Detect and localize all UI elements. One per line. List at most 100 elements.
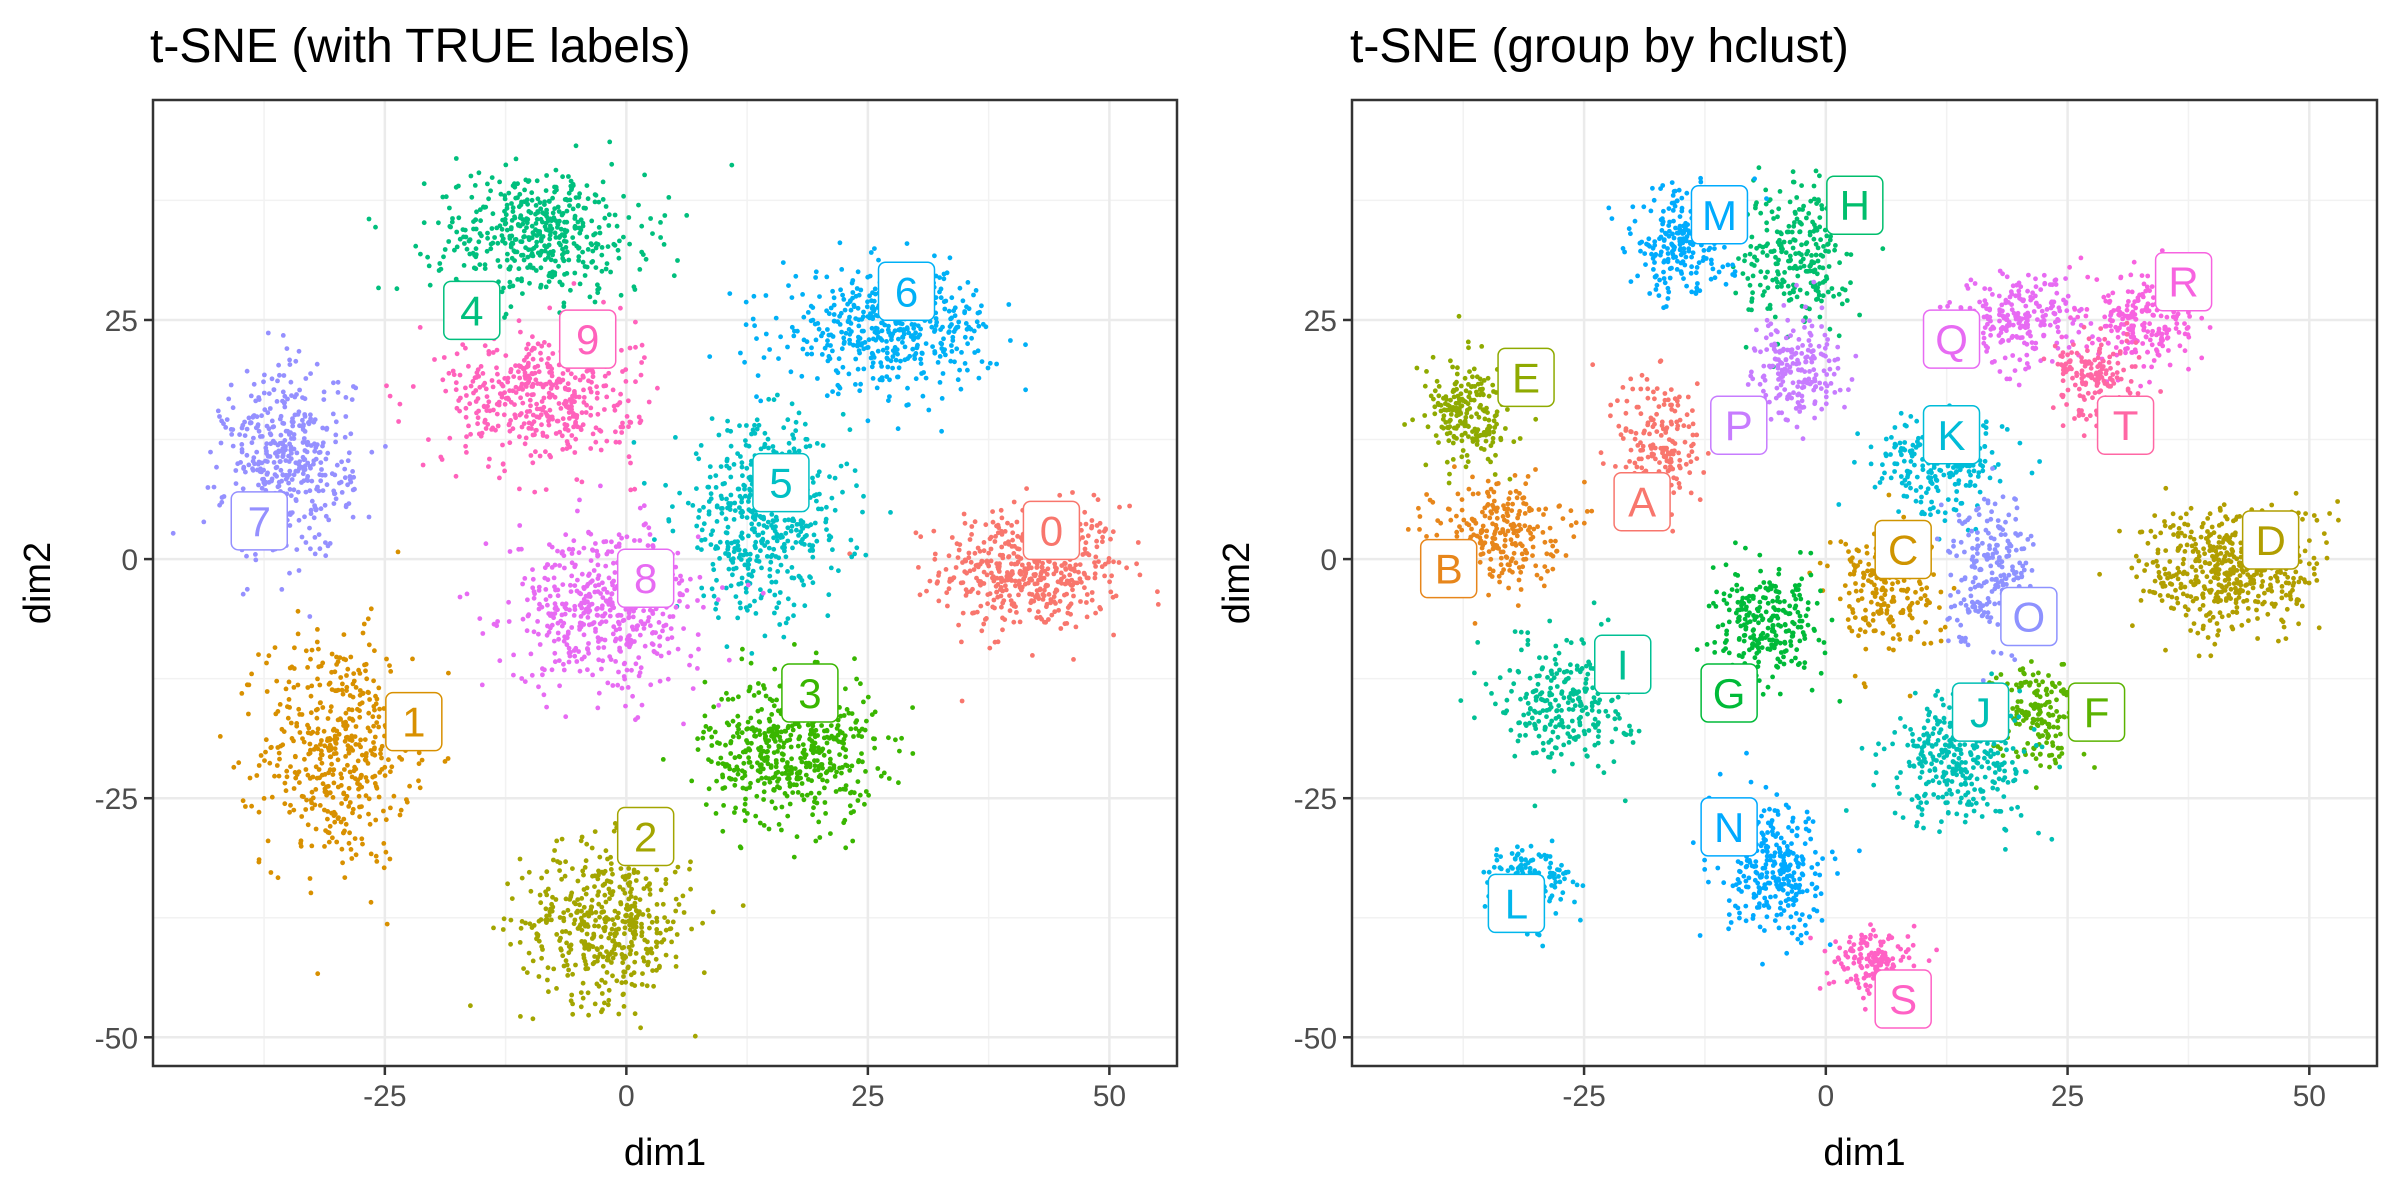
point bbox=[565, 629, 571, 635]
point bbox=[1000, 600, 1006, 606]
point bbox=[215, 408, 221, 414]
point bbox=[374, 696, 380, 702]
point bbox=[1069, 577, 1075, 583]
point bbox=[440, 194, 446, 200]
point bbox=[871, 336, 876, 342]
point bbox=[407, 783, 412, 789]
point bbox=[610, 917, 615, 923]
point bbox=[341, 723, 346, 728]
point bbox=[707, 464, 713, 469]
point bbox=[601, 586, 606, 592]
point bbox=[573, 195, 579, 201]
point bbox=[372, 752, 378, 758]
point bbox=[909, 322, 915, 327]
point bbox=[998, 593, 1004, 599]
point bbox=[1070, 582, 1076, 588]
point bbox=[266, 653, 272, 659]
point bbox=[725, 418, 730, 424]
point bbox=[576, 225, 582, 231]
point bbox=[649, 919, 655, 925]
point bbox=[291, 446, 297, 452]
point bbox=[295, 489, 301, 495]
point bbox=[800, 292, 805, 297]
point bbox=[468, 383, 474, 389]
point bbox=[849, 280, 855, 286]
point bbox=[860, 759, 865, 765]
point bbox=[735, 730, 740, 736]
point bbox=[872, 736, 877, 742]
point bbox=[395, 549, 401, 555]
point bbox=[1023, 342, 1028, 348]
point bbox=[666, 195, 672, 200]
point bbox=[566, 404, 571, 409]
point bbox=[658, 220, 663, 225]
point bbox=[913, 530, 919, 536]
point bbox=[472, 183, 478, 188]
point bbox=[398, 807, 404, 813]
point bbox=[677, 592, 683, 598]
point bbox=[611, 605, 617, 611]
point bbox=[374, 859, 380, 864]
point bbox=[574, 477, 580, 482]
point bbox=[256, 482, 261, 488]
point bbox=[705, 484, 711, 490]
point bbox=[355, 758, 361, 764]
point bbox=[346, 747, 351, 752]
point bbox=[814, 538, 820, 544]
point bbox=[987, 645, 993, 651]
point bbox=[294, 392, 299, 397]
point bbox=[690, 686, 696, 691]
point bbox=[696, 646, 701, 652]
point bbox=[836, 356, 842, 362]
point bbox=[348, 431, 354, 437]
point bbox=[640, 971, 645, 976]
point bbox=[775, 569, 781, 574]
point bbox=[642, 355, 647, 360]
point bbox=[749, 526, 755, 532]
point bbox=[779, 827, 784, 833]
point bbox=[552, 184, 557, 190]
point bbox=[593, 583, 598, 589]
point bbox=[595, 705, 601, 711]
point bbox=[256, 652, 261, 657]
point bbox=[360, 630, 366, 636]
point bbox=[648, 623, 653, 629]
point bbox=[646, 913, 652, 918]
point bbox=[1134, 561, 1139, 567]
point bbox=[570, 1001, 575, 1007]
point bbox=[744, 423, 749, 428]
point bbox=[249, 440, 255, 446]
point bbox=[569, 573, 575, 579]
point bbox=[205, 485, 211, 490]
point bbox=[505, 375, 511, 381]
point bbox=[552, 659, 558, 665]
point bbox=[743, 605, 749, 611]
point bbox=[311, 419, 317, 425]
point bbox=[831, 295, 837, 301]
point bbox=[603, 899, 609, 905]
point bbox=[537, 200, 543, 206]
point bbox=[351, 384, 356, 389]
point bbox=[1055, 579, 1061, 585]
point bbox=[524, 414, 529, 419]
point bbox=[543, 244, 549, 250]
point bbox=[630, 614, 636, 620]
point bbox=[1074, 580, 1080, 586]
point bbox=[269, 794, 275, 800]
point bbox=[673, 908, 679, 914]
point bbox=[800, 346, 806, 352]
point bbox=[365, 725, 371, 731]
point bbox=[308, 731, 314, 736]
point bbox=[827, 760, 833, 766]
point bbox=[516, 369, 521, 375]
point bbox=[302, 414, 308, 419]
point bbox=[572, 450, 578, 455]
point bbox=[905, 356, 911, 361]
point bbox=[593, 918, 598, 923]
point bbox=[331, 767, 336, 773]
point bbox=[763, 693, 769, 699]
point bbox=[453, 156, 459, 161]
point bbox=[331, 380, 336, 386]
point bbox=[264, 441, 270, 447]
point bbox=[318, 506, 324, 512]
